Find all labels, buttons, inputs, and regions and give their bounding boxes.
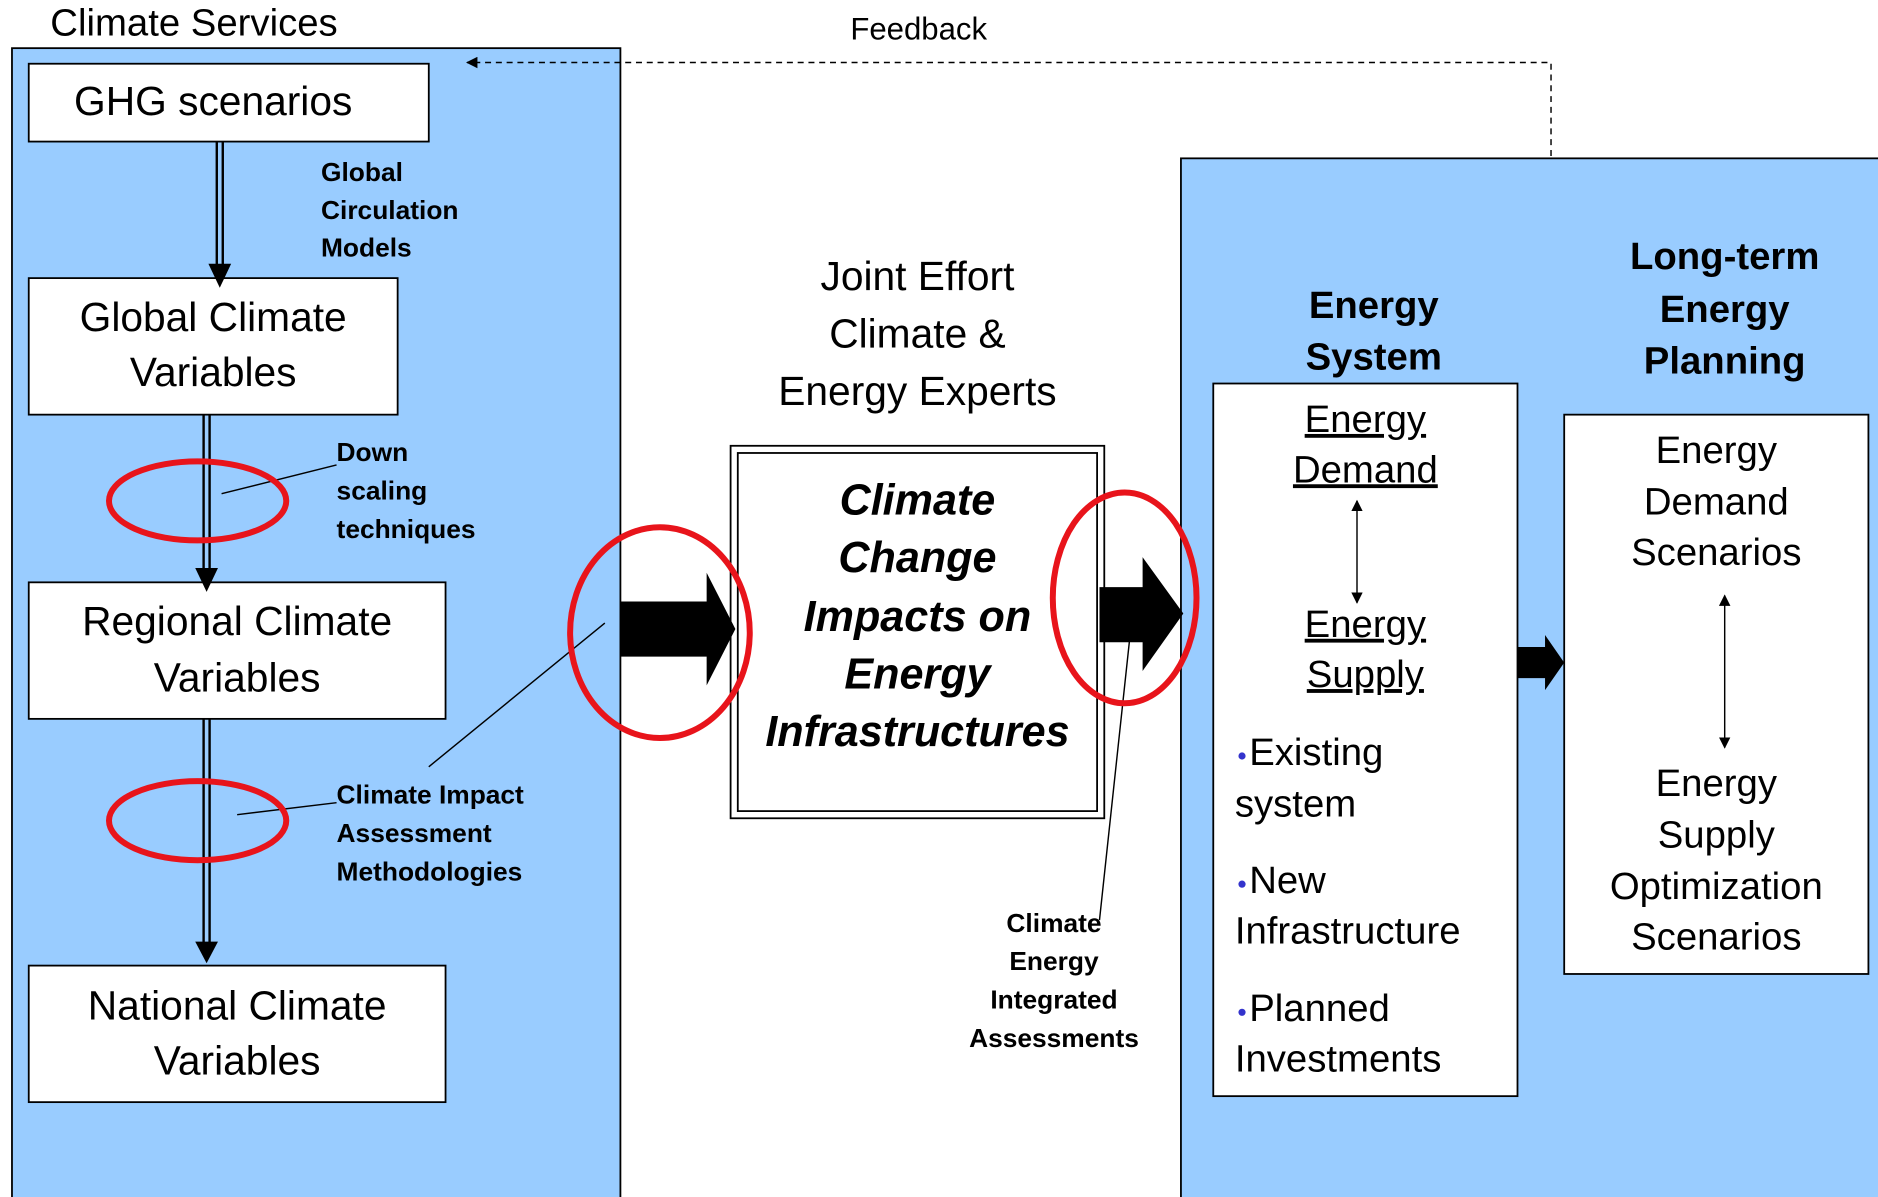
highlight	[105, 778, 290, 864]
box-label: Energy	[1305, 398, 1427, 441]
box-label: Impacts on	[804, 593, 1032, 641]
bullet	[1238, 1008, 1246, 1016]
highlight	[1049, 489, 1200, 707]
box-label: Climate	[840, 477, 996, 525]
step-label: Assessment	[337, 818, 492, 848]
heading: Energy	[1660, 288, 1791, 331]
step-label: techniques	[337, 514, 476, 544]
list-item: Planned	[1249, 987, 1390, 1030]
box-label: GHG scenarios	[74, 78, 352, 124]
double-arrow	[202, 414, 211, 571]
box-label: Change	[838, 534, 996, 582]
box-label: Scenarios	[1631, 531, 1801, 574]
box-label: Optimization	[1610, 865, 1823, 908]
step-label: Integrated	[990, 984, 1117, 1014]
list-item: Investments	[1235, 1038, 1442, 1081]
big-arrow	[620, 572, 736, 686]
list-item: system	[1235, 782, 1356, 825]
arrow	[1517, 635, 1565, 691]
list-item: New	[1249, 859, 1326, 902]
box-label: Demand	[1293, 448, 1438, 491]
highlight	[567, 524, 753, 742]
step-label: Assessments	[969, 1023, 1139, 1053]
box-label: Scenarios	[1631, 915, 1801, 958]
heading: Joint Effort	[820, 253, 1015, 299]
box	[1212, 382, 1519, 1098]
arrow-head	[208, 263, 232, 288]
box-label: Variables	[154, 654, 321, 700]
double-arrow	[215, 141, 224, 267]
box-label: Energy	[1656, 429, 1778, 472]
step-label: Climate Impact	[337, 780, 525, 810]
box-label: National Climate	[88, 982, 387, 1028]
box	[27, 277, 399, 416]
box-label: Variables	[154, 1038, 321, 1084]
box-label: Supply	[1658, 814, 1776, 857]
box-label: Energy	[844, 650, 992, 698]
step-label: Methodologies	[337, 856, 523, 886]
box-inner	[736, 452, 1098, 812]
highlight	[105, 458, 290, 544]
bullet	[1238, 880, 1246, 888]
arrow-head	[195, 941, 218, 964]
box-label: Energy	[1305, 603, 1427, 646]
heading: System	[1306, 336, 1442, 379]
heading: Long-term	[1630, 235, 1819, 278]
box	[27, 964, 447, 1104]
arrow-head	[195, 567, 218, 592]
step-label: Down	[337, 437, 409, 467]
double-arrow	[202, 718, 211, 947]
step-label: scaling	[337, 475, 428, 505]
box	[27, 581, 447, 720]
bullet	[1238, 752, 1246, 760]
feedback-label: Feedback	[850, 12, 987, 47]
step-label: Climate	[1006, 908, 1101, 938]
box-label: Energy	[1656, 762, 1778, 805]
box-label: Demand	[1644, 481, 1789, 524]
big-arrow	[1099, 557, 1184, 671]
leader-line	[221, 464, 1131, 921]
heading: Climate &	[829, 311, 1006, 357]
box	[1563, 413, 1870, 975]
heading: Planning	[1644, 339, 1806, 382]
box	[27, 62, 430, 143]
heading: Energy Experts	[778, 368, 1056, 414]
list-item: Existing	[1249, 731, 1383, 774]
list-item: Infrastructure	[1235, 909, 1461, 952]
step-label: Global	[321, 157, 403, 187]
step-label: Models	[321, 232, 412, 262]
box-label: Variables	[130, 349, 297, 395]
heading: Energy	[1309, 284, 1440, 327]
step-label: Energy	[1009, 946, 1099, 976]
box-label: Infrastructures	[765, 708, 1069, 756]
panel-title: Climate Services	[50, 2, 337, 45]
step-label: Circulation	[321, 195, 459, 225]
box-label: Supply	[1307, 653, 1425, 696]
box-label: Regional Climate	[82, 598, 392, 644]
box-label: Global Climate	[80, 294, 347, 340]
